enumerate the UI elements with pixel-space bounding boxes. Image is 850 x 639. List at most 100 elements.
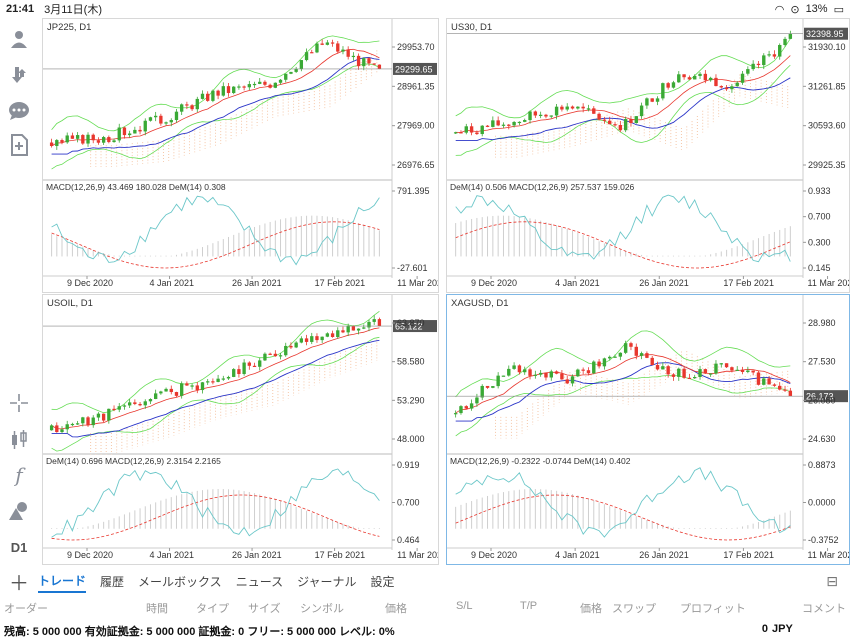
chat-icon[interactable] <box>6 98 32 124</box>
person-icon[interactable] <box>6 26 32 52</box>
candle <box>538 372 543 375</box>
window-layout-icon[interactable]: ⊟ <box>826 572 838 589</box>
candle <box>570 376 575 384</box>
candle <box>517 365 522 373</box>
candle <box>501 124 506 126</box>
candle <box>242 86 246 88</box>
candle <box>576 106 580 109</box>
indicator-icon[interactable]: f <box>15 463 23 487</box>
price-label: 29953.70 <box>397 42 435 52</box>
candle <box>81 135 85 144</box>
candle <box>453 132 458 134</box>
candle <box>512 122 516 126</box>
envelope-lower-line <box>455 64 791 156</box>
candle <box>682 74 686 78</box>
tab-mailbox[interactable]: メールボックス <box>138 574 222 589</box>
tab-journal[interactable]: ジャーナル <box>297 574 357 589</box>
candle <box>127 133 132 136</box>
col-sl: S/L <box>456 600 473 612</box>
candles-icon[interactable] <box>6 426 32 452</box>
macd-signal-line <box>455 494 791 541</box>
candle <box>772 54 777 57</box>
candle <box>592 361 596 374</box>
wifi-icon: ◠ <box>774 3 785 16</box>
indicator-title: DeM(14) 0.506 MACD(12,26,9) 257.537 159.… <box>450 182 635 192</box>
chart-window-2[interactable]: 65.122 63.870 58.580 53.290 48.000 USOIL, D1 D… <box>42 294 439 565</box>
candle <box>320 43 324 45</box>
candle <box>650 98 654 102</box>
candle <box>788 33 793 39</box>
chart-window-3[interactable]: 26.173 28.980 27.530 26.080 24.630 XAGUSD, D1… <box>446 294 850 565</box>
document-icon[interactable] <box>6 132 32 158</box>
candle <box>148 117 153 121</box>
tab-settings[interactable]: 設定 <box>370 574 395 589</box>
add-icon[interactable]: ＋ <box>9 572 29 595</box>
candle <box>91 417 95 426</box>
candle <box>661 366 665 370</box>
candle <box>237 86 241 88</box>
candle <box>60 140 64 143</box>
candle <box>650 357 654 365</box>
tab-trade[interactable]: トレード <box>38 570 87 593</box>
candle <box>655 98 660 102</box>
indicator-level-label: 0.919 <box>397 460 420 470</box>
candle <box>185 104 189 106</box>
candle <box>315 43 319 53</box>
tab-news[interactable]: ニュース <box>235 574 284 589</box>
candle <box>459 132 463 134</box>
candle <box>247 362 251 366</box>
objects-icon[interactable] <box>6 498 32 524</box>
candle <box>362 327 366 329</box>
chart-canvas[interactable]: 32398.95 31930.10 31261.85 30593.60 29925.35… <box>447 19 849 292</box>
current-price-badge <box>804 390 848 403</box>
candle <box>351 55 356 58</box>
tab-history[interactable]: 履歴 <box>100 574 125 589</box>
chart-window-0[interactable]: 29299.65 29953.70 28961.35 27969.00 26976.65… <box>42 18 439 293</box>
current-price-label: 26.173 <box>806 392 834 402</box>
col-symbol: シンボル <box>300 603 344 615</box>
candle <box>310 336 314 342</box>
col-time: 時間 <box>146 603 168 615</box>
candle <box>169 120 173 123</box>
candle <box>86 134 90 144</box>
candle <box>703 369 708 374</box>
candle <box>517 121 522 124</box>
timeframe-button[interactable]: D1 <box>10 539 28 555</box>
candle <box>174 111 179 121</box>
candle <box>507 368 511 376</box>
date-label: 9 Dec 2020 <box>67 278 113 288</box>
candle <box>714 363 718 374</box>
candle <box>703 73 708 81</box>
candle <box>263 353 267 361</box>
date-label: 17 Feb 2021 <box>315 278 366 288</box>
chart-window-1[interactable]: 32398.95 31930.10 31261.85 30593.60 29925.35… <box>446 18 850 293</box>
macd-signal-line <box>51 221 380 269</box>
chart-canvas[interactable]: 26.173 28.980 27.530 26.080 24.630 XAGUSD, D1… <box>447 295 849 564</box>
candle <box>661 83 665 99</box>
lock-rotation-icon: ⊙ <box>790 3 800 16</box>
candle <box>330 42 335 44</box>
envelope-upper-line <box>455 38 791 119</box>
current-price-badge <box>393 62 437 75</box>
date-label: 17 Feb 2021 <box>723 278 774 288</box>
tenkan-line <box>455 55 791 133</box>
candle <box>783 38 787 46</box>
candle <box>549 115 553 117</box>
date-label: 26 Jan 2021 <box>639 550 689 560</box>
candle <box>645 353 649 358</box>
candle <box>788 390 793 397</box>
battery-percent: 13% <box>805 3 828 15</box>
trade-icon[interactable] <box>6 62 32 88</box>
candle <box>724 363 729 368</box>
candle <box>634 116 638 124</box>
tenkan-line <box>51 48 380 147</box>
chart-canvas[interactable]: 29299.65 29953.70 28961.35 27969.00 26976.65… <box>43 19 438 292</box>
date-label: 11 Mar 2021 <box>397 550 438 560</box>
indicator-level-label: 0.145 <box>808 263 831 273</box>
crosshair-icon[interactable] <box>6 390 32 416</box>
candle <box>65 135 69 143</box>
candle <box>284 345 288 356</box>
tenkan-line <box>51 327 380 430</box>
col-price-current: 価格 <box>580 603 602 615</box>
